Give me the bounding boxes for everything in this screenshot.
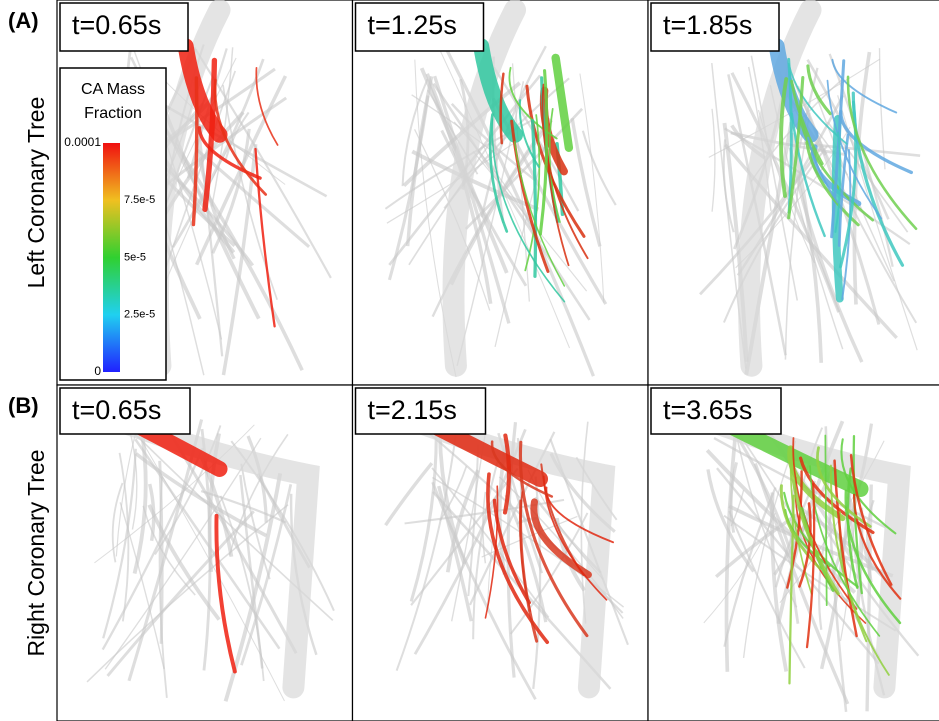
row-title: Right Coronary Tree	[23, 449, 49, 656]
panel: t=2.15s	[353, 385, 649, 721]
time-label: t=1.25s	[368, 10, 457, 40]
colorbar-tick-label: 2.5e-5	[124, 309, 155, 321]
colorbar-tick-label: 7.5e-5	[124, 194, 155, 206]
time-label: t=0.65s	[72, 10, 161, 40]
colorbar-tick-label: 0	[94, 364, 101, 378]
figure: (A) Left Coronary Tree t=0.65s t=1.25s t=1.8…	[0, 0, 939, 721]
time-label: t=1.85s	[663, 10, 752, 40]
colorbar-title: CA Mass	[81, 81, 145, 98]
colorbar: CA Mass Fraction 0.0001 7.5e-5 5e-5 2.5e-5 0	[60, 68, 166, 380]
panel: t=1.25s	[353, 0, 649, 385]
colorbar-gradient	[103, 143, 120, 372]
time-label: t=0.65s	[72, 395, 161, 425]
colorbar-tick-label: 0.0001	[64, 135, 101, 149]
time-label: t=2.15s	[368, 395, 457, 425]
colorbar-tick-label: 5e-5	[124, 251, 146, 263]
panel: t=1.85s	[648, 0, 939, 385]
panel: t=3.65s	[648, 385, 939, 721]
row-label: (B)	[8, 393, 39, 418]
row-title: Left Coronary Tree	[23, 97, 49, 289]
time-label: t=3.65s	[663, 395, 752, 425]
panel: t=0.65s	[57, 385, 353, 721]
row-label: (A)	[8, 8, 39, 33]
colorbar-title: Fraction	[84, 105, 142, 122]
